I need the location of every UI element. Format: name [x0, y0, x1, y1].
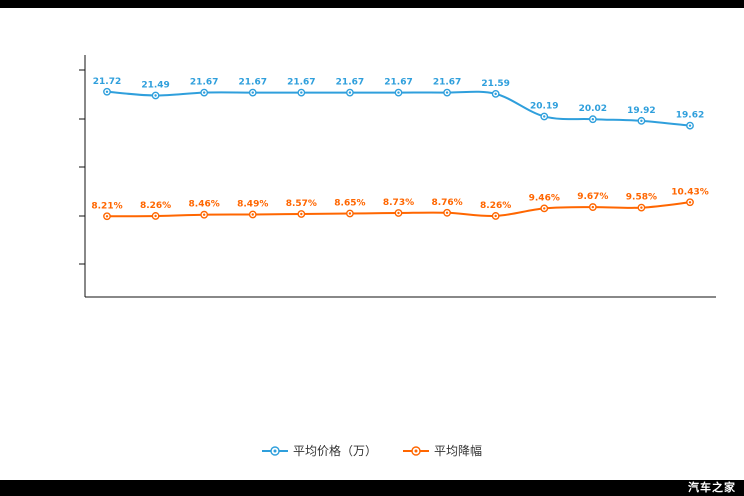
svg-text:21.67: 21.67: [336, 78, 364, 88]
legend-item-average-price[interactable]: 平均价格（万）: [261, 443, 377, 459]
svg-text:10.43%: 10.43%: [671, 187, 709, 197]
svg-text:8.26%: 8.26%: [140, 201, 171, 211]
svg-text:8.57%: 8.57%: [286, 199, 317, 209]
watermark-autohome: 汽车之家: [688, 482, 736, 494]
svg-text:21.67: 21.67: [433, 78, 461, 88]
svg-text:9.67%: 9.67%: [577, 192, 608, 202]
svg-text:21.67: 21.67: [190, 78, 218, 88]
price-trend-line-chart[interactable]: 21.72 21.49 21.67 21.67 21.67 21.67 21.67 21.67…: [0, 0, 744, 440]
svg-text:8.26%: 8.26%: [480, 201, 511, 211]
svg-text:9.58%: 9.58%: [626, 193, 657, 203]
svg-text:8.73%: 8.73%: [383, 198, 414, 208]
svg-text:21.49: 21.49: [141, 80, 169, 90]
svg-text:21.67: 21.67: [287, 78, 315, 88]
line-series-marker-icon: [261, 446, 288, 456]
svg-text:21.72: 21.72: [93, 77, 121, 87]
legend-item-average-discount[interactable]: 平均降幅: [403, 443, 482, 459]
svg-text:8.21%: 8.21%: [91, 201, 122, 211]
bottom-black-bar: 汽车之家: [0, 480, 744, 496]
chart-legend: 平均价格（万） 平均降幅: [0, 443, 744, 459]
top-black-bar: [0, 0, 744, 8]
legend-label-average-price: 平均价格（万）: [292, 444, 377, 458]
svg-text:21.67: 21.67: [239, 78, 267, 88]
svg-text:9.46%: 9.46%: [529, 193, 560, 203]
svg-text:8.46%: 8.46%: [189, 200, 220, 210]
svg-text:20.02: 20.02: [579, 104, 607, 114]
svg-text:8.49%: 8.49%: [237, 200, 268, 210]
legend-label-average-discount: 平均降幅: [434, 444, 483, 458]
svg-text:21.59: 21.59: [481, 79, 509, 89]
svg-text:19.62: 19.62: [676, 111, 704, 121]
svg-text:8.76%: 8.76%: [431, 198, 462, 208]
svg-text:8.65%: 8.65%: [334, 198, 365, 208]
svg-text:21.67: 21.67: [384, 78, 412, 88]
line-series-marker-icon: [403, 446, 429, 456]
svg-text:19.92: 19.92: [627, 106, 655, 116]
svg-text:20.19: 20.19: [530, 101, 558, 111]
